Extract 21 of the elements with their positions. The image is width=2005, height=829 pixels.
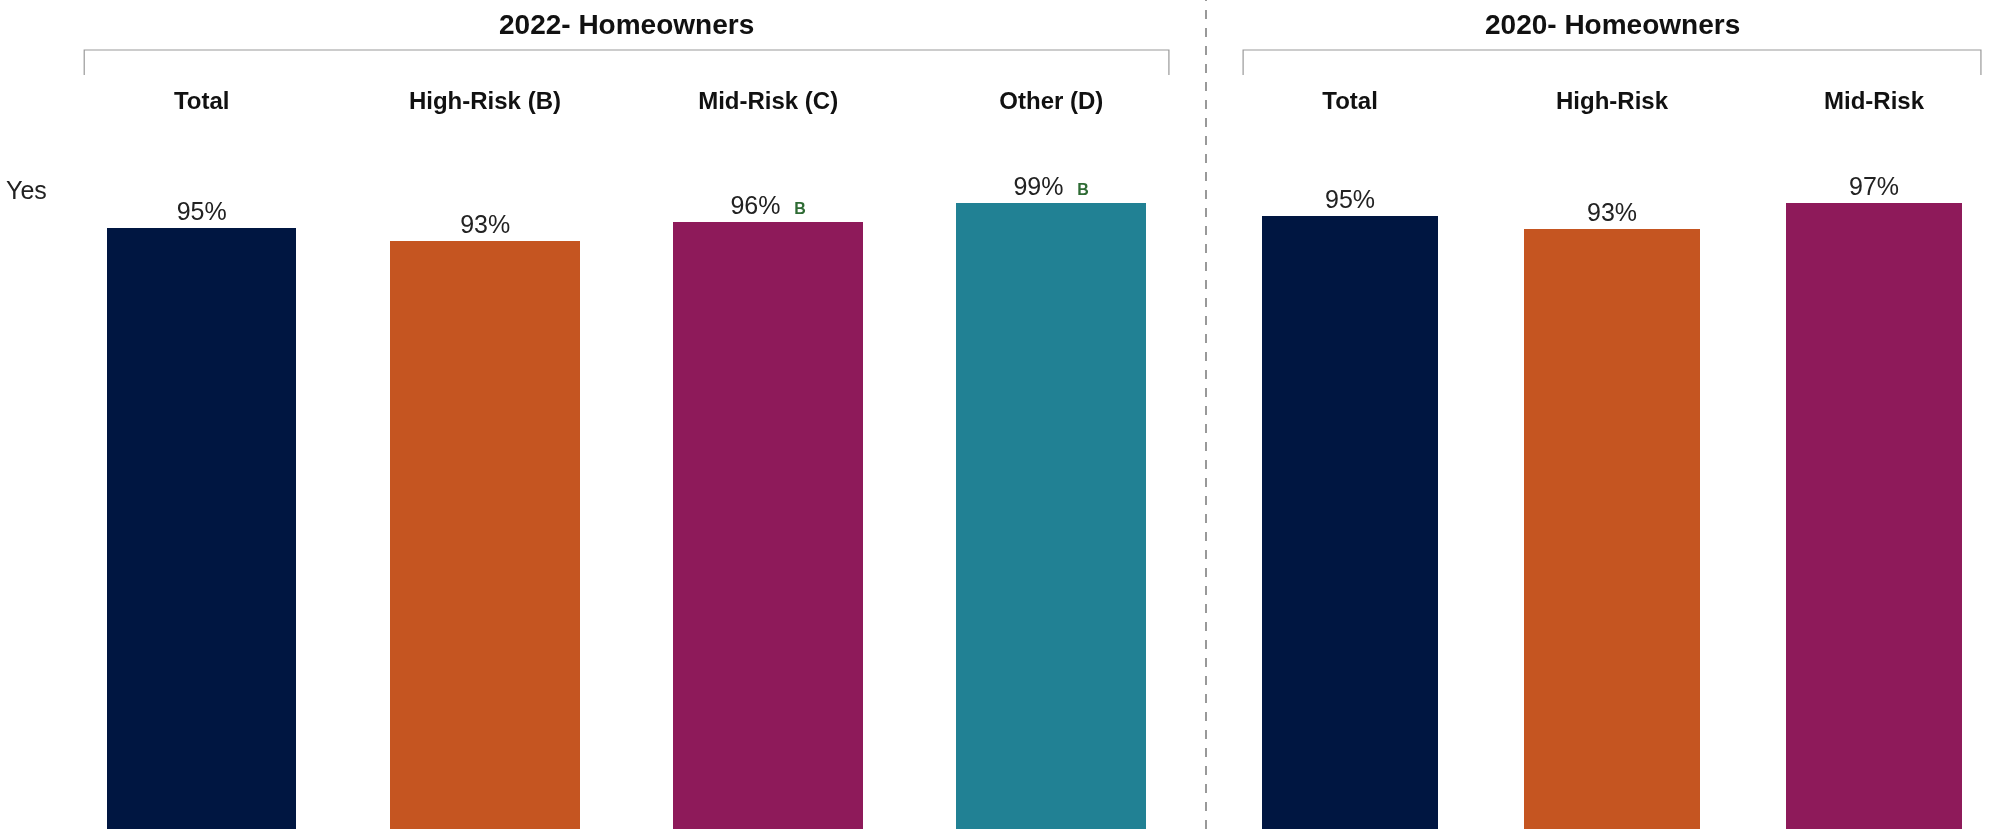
- data-label: 99% B: [1013, 172, 1089, 200]
- x-tick-label: Total: [1322, 87, 1378, 115]
- chart-title: 2020- Homeowners: [1485, 9, 1741, 40]
- data-label: 95%: [176, 197, 227, 225]
- x-tick-label: Mid-Risk: [1824, 87, 1925, 115]
- data-label: 96% B: [730, 191, 806, 219]
- y-axis-title: Yes: [6, 176, 47, 204]
- data-label: 93%: [460, 210, 511, 238]
- bar: [107, 228, 297, 829]
- x-tick-label: Mid-Risk (C): [698, 87, 839, 115]
- x-tick-label: High-Risk: [1556, 87, 1669, 115]
- chart-title: 2022- Homeowners: [499, 9, 755, 40]
- data-label: 93%: [1587, 198, 1638, 226]
- bar: [673, 222, 864, 829]
- bar: [956, 203, 1147, 829]
- bar: [390, 241, 581, 829]
- data-label: 95%: [1325, 185, 1376, 213]
- x-tick-label: High-Risk (B): [408, 87, 561, 115]
- data-label: 97%: [1849, 172, 1900, 200]
- x-tick-label: Other (D): [999, 87, 1104, 115]
- x-tick-label: Total: [173, 87, 230, 115]
